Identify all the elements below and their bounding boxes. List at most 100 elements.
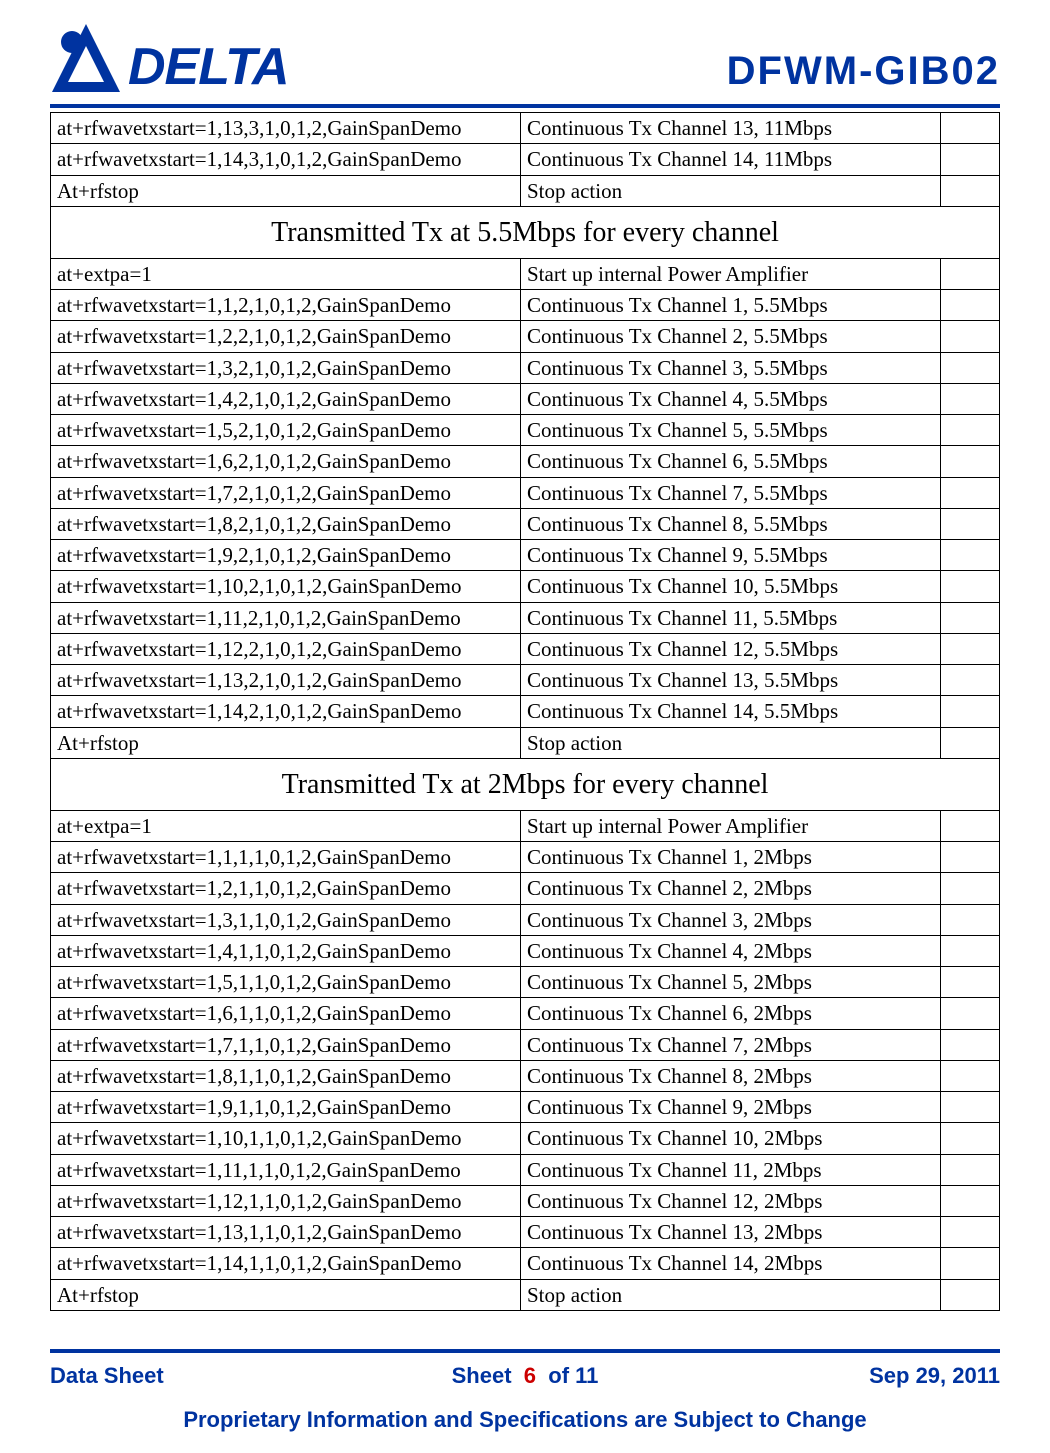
command-cell: at+rfwavetxstart=1,1,1,1,0,1,2,GainSpanD… (51, 842, 521, 873)
table-row: at+rfwavetxstart=1,13,1,1,0,1,2,GainSpan… (51, 1217, 1000, 1248)
table-row: at+rfwavetxstart=1,14,2,1,0,1,2,GainSpan… (51, 696, 1000, 727)
section-header-row: Transmitted Tx at 5.5Mbps for every chan… (51, 206, 1000, 258)
description-cell: Continuous Tx Channel 10, 5.5Mbps (521, 571, 941, 602)
empty-cell (941, 1092, 1000, 1123)
empty-cell (941, 1123, 1000, 1154)
empty-cell (941, 1154, 1000, 1185)
description-cell: Continuous Tx Channel 7, 2Mbps (521, 1029, 941, 1060)
footer-page-number: 6 (524, 1363, 536, 1388)
description-cell: Continuous Tx Channel 13, 11Mbps (521, 113, 941, 144)
command-cell: at+rfwavetxstart=1,2,1,1,0,1,2,GainSpanD… (51, 873, 521, 904)
empty-cell (941, 175, 1000, 206)
table-row: at+rfwavetxstart=1,7,1,1,0,1,2,GainSpanD… (51, 1029, 1000, 1060)
command-cell: at+rfwavetxstart=1,3,2,1,0,1,2,GainSpanD… (51, 352, 521, 383)
command-cell: at+rfwavetxstart=1,10,1,1,0,1,2,GainSpan… (51, 1123, 521, 1154)
description-cell: Continuous Tx Channel 4, 2Mbps (521, 935, 941, 966)
table-row: at+rfwavetxstart=1,12,2,1,0,1,2,GainSpan… (51, 633, 1000, 664)
description-cell: Continuous Tx Channel 1, 2Mbps (521, 842, 941, 873)
table-row: at+rfwavetxstart=1,10,2,1,0,1,2,GainSpan… (51, 571, 1000, 602)
command-cell: at+rfwavetxstart=1,4,2,1,0,1,2,GainSpanD… (51, 383, 521, 414)
table-row: at+rfwavetxstart=1,10,1,1,0,1,2,GainSpan… (51, 1123, 1000, 1154)
description-cell: Continuous Tx Channel 8, 5.5Mbps (521, 508, 941, 539)
description-cell: Continuous Tx Channel 11, 5.5Mbps (521, 602, 941, 633)
command-cell: at+rfwavetxstart=1,7,2,1,0,1,2,GainSpanD… (51, 477, 521, 508)
empty-cell (941, 602, 1000, 633)
command-cell: at+rfwavetxstart=1,11,1,1,0,1,2,GainSpan… (51, 1154, 521, 1185)
table-row: at+rfwavetxstart=1,14,3,1,0,1,2,GainSpan… (51, 144, 1000, 175)
description-cell: Start up internal Power Amplifier (521, 810, 941, 841)
table-row: at+rfwavetxstart=1,9,1,1,0,1,2,GainSpanD… (51, 1092, 1000, 1123)
empty-cell (941, 352, 1000, 383)
empty-cell (941, 144, 1000, 175)
table-row: at+rfwavetxstart=1,13,2,1,0,1,2,GainSpan… (51, 665, 1000, 696)
description-cell: Stop action (521, 1279, 941, 1310)
empty-cell (941, 873, 1000, 904)
command-cell: at+rfwavetxstart=1,8,1,1,0,1,2,GainSpanD… (51, 1060, 521, 1091)
footer-page-total: of 11 (548, 1363, 598, 1388)
command-cell: At+rfstop (51, 727, 521, 758)
footer-left: Data Sheet (50, 1363, 310, 1389)
section-header-cell: Transmitted Tx at 5.5Mbps for every chan… (51, 206, 1000, 258)
empty-cell (941, 446, 1000, 477)
description-cell: Continuous Tx Channel 14, 11Mbps (521, 144, 941, 175)
command-cell: at+rfwavetxstart=1,5,1,1,0,1,2,GainSpanD… (51, 967, 521, 998)
table-row: at+rfwavetxstart=1,4,1,1,0,1,2,GainSpanD… (51, 935, 1000, 966)
description-cell: Continuous Tx Channel 8, 2Mbps (521, 1060, 941, 1091)
command-cell: at+rfwavetxstart=1,2,2,1,0,1,2,GainSpanD… (51, 321, 521, 352)
command-cell: at+rfwavetxstart=1,4,1,1,0,1,2,GainSpanD… (51, 935, 521, 966)
empty-cell (941, 810, 1000, 841)
command-cell: at+rfwavetxstart=1,13,3,1,0,1,2,GainSpan… (51, 113, 521, 144)
table-row: at+rfwavetxstart=1,11,2,1,0,1,2,GainSpan… (51, 602, 1000, 633)
footer-center: Sheet 6 of 11 (310, 1363, 740, 1389)
command-cell: at+rfwavetxstart=1,14,1,1,0,1,2,GainSpan… (51, 1248, 521, 1279)
description-cell: Stop action (521, 175, 941, 206)
description-cell: Continuous Tx Channel 14, 5.5Mbps (521, 696, 941, 727)
table-row: at+rfwavetxstart=1,5,1,1,0,1,2,GainSpanD… (51, 967, 1000, 998)
table-row: at+rfwavetxstart=1,2,1,1,0,1,2,GainSpanD… (51, 873, 1000, 904)
description-cell: Continuous Tx Channel 10, 2Mbps (521, 1123, 941, 1154)
command-cell: at+rfwavetxstart=1,6,1,1,0,1,2,GainSpanD… (51, 998, 521, 1029)
table-row: at+rfwavetxstart=1,3,1,1,0,1,2,GainSpanD… (51, 904, 1000, 935)
command-cell: at+rfwavetxstart=1,12,1,1,0,1,2,GainSpan… (51, 1185, 521, 1216)
table-row: at+rfwavetxstart=1,11,1,1,0,1,2,GainSpan… (51, 1154, 1000, 1185)
empty-cell (941, 508, 1000, 539)
description-cell: Continuous Tx Channel 9, 5.5Mbps (521, 540, 941, 571)
description-cell: Continuous Tx Channel 13, 2Mbps (521, 1217, 941, 1248)
empty-cell (941, 696, 1000, 727)
description-cell: Continuous Tx Channel 11, 2Mbps (521, 1154, 941, 1185)
command-cell: at+rfwavetxstart=1,11,2,1,0,1,2,GainSpan… (51, 602, 521, 633)
empty-cell (941, 383, 1000, 414)
command-cell: at+rfwavetxstart=1,6,2,1,0,1,2,GainSpanD… (51, 446, 521, 477)
table-row: at+rfwavetxstart=1,8,1,1,0,1,2,GainSpanD… (51, 1060, 1000, 1091)
table-row: at+rfwavetxstart=1,7,2,1,0,1,2,GainSpanD… (51, 477, 1000, 508)
command-cell: at+rfwavetxstart=1,3,1,1,0,1,2,GainSpanD… (51, 904, 521, 935)
command-cell: at+rfwavetxstart=1,10,2,1,0,1,2,GainSpan… (51, 571, 521, 602)
part-number: DFWM-GIB02 (727, 49, 1000, 98)
svg-text:DELTA: DELTA (128, 38, 289, 96)
section-header-cell: Transmitted Tx at 2Mbps for every channe… (51, 758, 1000, 810)
table-row: At+rfstopStop action (51, 175, 1000, 206)
table-row: at+rfwavetxstart=1,6,1,1,0,1,2,GainSpanD… (51, 998, 1000, 1029)
empty-cell (941, 935, 1000, 966)
table-row: at+rfwavetxstart=1,9,2,1,0,1,2,GainSpanD… (51, 540, 1000, 571)
command-cell: at+rfwavetxstart=1,14,2,1,0,1,2,GainSpan… (51, 696, 521, 727)
description-cell: Continuous Tx Channel 2, 5.5Mbps (521, 321, 941, 352)
delta-logo: DELTA (50, 20, 350, 98)
empty-cell (941, 1060, 1000, 1091)
table-row: At+rfstopStop action (51, 1279, 1000, 1310)
description-cell: Continuous Tx Channel 2, 2Mbps (521, 873, 941, 904)
description-cell: Continuous Tx Channel 3, 5.5Mbps (521, 352, 941, 383)
description-cell: Continuous Tx Channel 6, 5.5Mbps (521, 446, 941, 477)
description-cell: Continuous Tx Channel 12, 2Mbps (521, 1185, 941, 1216)
command-cell: At+rfstop (51, 1279, 521, 1310)
command-table: at+rfwavetxstart=1,13,3,1,0,1,2,GainSpan… (50, 112, 1000, 1311)
description-cell: Continuous Tx Channel 7, 5.5Mbps (521, 477, 941, 508)
description-cell: Continuous Tx Channel 9, 2Mbps (521, 1092, 941, 1123)
description-cell: Continuous Tx Channel 5, 5.5Mbps (521, 415, 941, 446)
empty-cell (941, 665, 1000, 696)
empty-cell (941, 321, 1000, 352)
empty-cell (941, 842, 1000, 873)
footer-sheet-label: Sheet (452, 1363, 512, 1388)
table-row: at+rfwavetxstart=1,1,1,1,0,1,2,GainSpanD… (51, 842, 1000, 873)
command-cell: at+rfwavetxstart=1,14,3,1,0,1,2,GainSpan… (51, 144, 521, 175)
